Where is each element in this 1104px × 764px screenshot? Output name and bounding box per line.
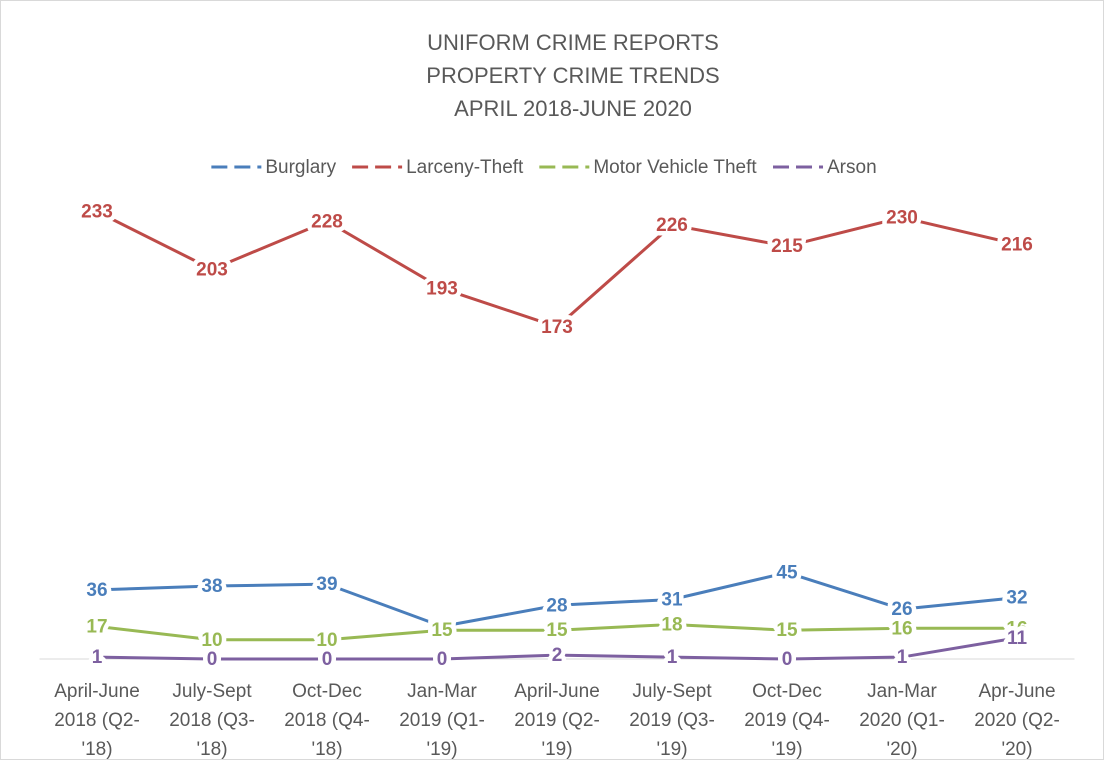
data-label: 173	[541, 317, 573, 338]
series-line	[96, 636, 1018, 661]
data-label: 193	[426, 278, 458, 299]
data-label: 17	[86, 616, 107, 637]
chart-title: PROPERTY CRIME TRENDS	[426, 63, 719, 88]
data-label: 15	[776, 620, 798, 641]
data-label: 16	[891, 618, 912, 639]
series-line	[96, 210, 1018, 329]
data-label: 16	[1006, 618, 1027, 639]
data-label: 1	[897, 647, 908, 668]
legend-label: Motor Vehicle Theft	[593, 157, 757, 178]
x-tick-label: Jan-Mar 2019 (Q1-'19)	[399, 681, 485, 760]
x-tick-label: July-Sept 2019 (Q3-'19)	[629, 681, 715, 760]
data-label: 15	[431, 620, 453, 641]
data-label: 26	[891, 599, 912, 620]
data-label: 230	[886, 207, 918, 228]
data-label: 38	[201, 576, 222, 597]
data-label: 45	[776, 563, 798, 584]
data-label: 10	[201, 630, 222, 651]
data-label: 36	[86, 580, 107, 601]
data-label: 10	[316, 630, 337, 651]
x-tick-label: Oct-Dec 2018 (Q4-'18)	[284, 681, 370, 760]
legend-label: Arson	[827, 157, 877, 178]
data-label: 32	[1006, 588, 1027, 609]
data-label: 31	[661, 589, 683, 610]
series-line	[96, 571, 1018, 628]
data-label: 39	[316, 574, 337, 595]
data-label: 1	[667, 647, 678, 668]
data-label: 18	[661, 614, 682, 635]
legend-label: Burglary	[265, 157, 336, 178]
data-label: 0	[437, 649, 448, 670]
x-tick-label: Apr-June 2020 (Q2-'20)	[974, 681, 1060, 760]
data-label: 17	[431, 616, 452, 637]
data-label: 0	[782, 649, 793, 670]
chart-title: APRIL 2018-JUNE 2020	[454, 96, 692, 121]
x-tick-label: April-June 2018 (Q2-'18)	[54, 681, 140, 760]
data-label: 11	[1007, 628, 1028, 649]
data-label: 0	[322, 649, 333, 670]
data-label: 28	[546, 595, 567, 616]
x-tick-label: Oct-Dec 2019 (Q4-'19)	[744, 681, 830, 760]
data-label: 2	[552, 645, 563, 666]
data-label: 226	[656, 215, 688, 236]
chart-title: UNIFORM CRIME REPORTS	[427, 30, 719, 55]
data-label: 233	[81, 202, 113, 223]
data-label: 15	[546, 620, 568, 641]
series-line	[96, 622, 1017, 642]
data-label: 1	[92, 647, 103, 668]
data-label: 216	[1001, 234, 1033, 255]
legend-label: Larceny-Theft	[406, 157, 524, 178]
data-label: 0	[207, 649, 218, 670]
data-label: 228	[311, 211, 343, 232]
x-tick-label: July-Sept 2018 (Q3-'18)	[169, 681, 255, 760]
x-tick-label: April-June 2019 (Q2-'19)	[514, 681, 600, 760]
data-label: 215	[771, 236, 803, 257]
data-label: 203	[196, 259, 228, 280]
x-tick-label: Jan-Mar 2020 (Q1-'20)	[859, 681, 945, 760]
